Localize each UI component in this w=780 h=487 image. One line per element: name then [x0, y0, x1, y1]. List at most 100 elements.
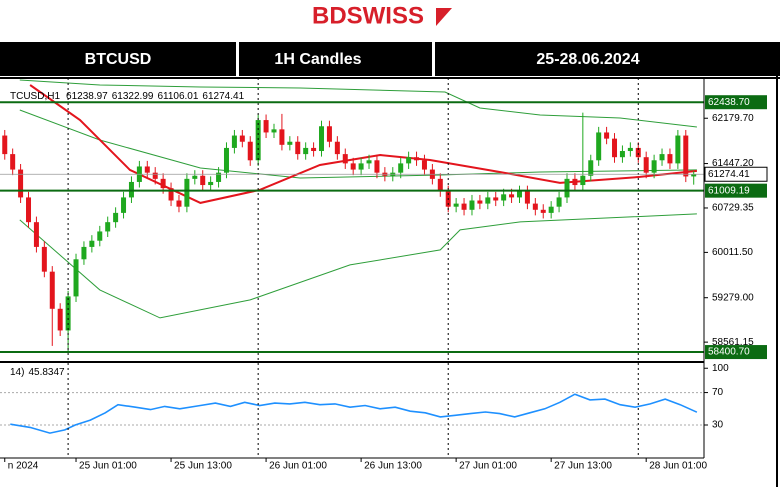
main-panel — [2, 79, 698, 353]
candle-body — [588, 160, 594, 176]
candle-body — [651, 160, 657, 173]
candle-body — [619, 151, 625, 158]
plot: 62179.70 61447.20 60729.35 60011.50 59279.00… — [0, 78, 768, 472]
ohlc-low: 61106.01 — [157, 91, 198, 102]
candle-body — [675, 135, 681, 164]
candle-body — [524, 191, 530, 204]
candle-body — [635, 147, 641, 158]
symbol: TCUSD,H1 — [10, 91, 60, 102]
candle-body — [453, 203, 459, 207]
candle-body — [374, 160, 380, 173]
ohlc-high: 61322.99 — [112, 91, 154, 102]
level-label: 61009.19 — [708, 185, 750, 196]
candle-body — [287, 141, 293, 145]
logo-icon — [436, 8, 452, 26]
y-tick-label: 70 — [712, 387, 724, 398]
candle-body — [604, 132, 610, 139]
candle-body — [366, 160, 372, 164]
candle-body — [358, 163, 364, 170]
candle-body — [659, 154, 665, 161]
y-tick-label: 60011.50 — [712, 247, 753, 258]
candle-body — [113, 212, 119, 223]
candle-body — [192, 175, 198, 179]
candle-body — [612, 138, 618, 158]
level-box — [705, 345, 767, 360]
candle-body — [493, 197, 499, 201]
x-tick-label: 26 Jun 01:00 — [269, 461, 327, 472]
bollinger-band — [19, 79, 697, 128]
candle-body — [596, 132, 602, 161]
logo: BDSWISS — [312, 2, 452, 29]
header-item: 1H Candles — [274, 51, 361, 68]
candle-body — [41, 246, 47, 272]
ohlc-close: 61274.41 — [202, 91, 244, 102]
candle-body — [160, 178, 166, 189]
candle-body — [168, 188, 174, 201]
candle-body — [398, 163, 404, 173]
y-tick-label: 59279.00 — [712, 292, 754, 303]
candle-body — [501, 194, 507, 201]
candle-body — [485, 197, 491, 204]
candle-body — [326, 126, 332, 142]
candle-body — [49, 271, 55, 309]
x-tick-label: 28 Jun 01:00 — [649, 461, 707, 472]
rsi-caption: 14) 45.8347 — [10, 367, 65, 378]
candle-body — [57, 308, 63, 331]
candle-body — [406, 157, 412, 164]
rsi-label: 14) — [10, 367, 24, 378]
level-label: 62438.70 — [708, 97, 750, 108]
candle-body — [564, 178, 570, 198]
candle-body — [548, 206, 554, 213]
candle-body — [223, 147, 229, 173]
candle-body — [691, 174, 697, 177]
rsi-panel — [0, 392, 704, 434]
x-tick-label: 25 Jun 01:00 — [79, 461, 137, 472]
candle-body — [216, 172, 222, 182]
candle-body — [231, 135, 237, 148]
ohlc-open: 61238.97 — [66, 91, 108, 102]
candle-body — [311, 147, 317, 152]
candle-body — [271, 129, 277, 133]
candle-body — [572, 178, 578, 186]
candle-body — [152, 172, 158, 179]
candle-body — [667, 154, 673, 164]
x-tick-label: 26 Jun 13:00 — [364, 461, 422, 472]
candle-body — [89, 240, 95, 247]
candle-body — [200, 175, 206, 186]
candle-body — [263, 120, 269, 133]
chart-caption: TCUSD,H1 61238.97 61322.99 61106.01 61274.41 — [10, 91, 245, 102]
candle-body — [627, 147, 633, 152]
x-tick-label: n 2024 — [8, 461, 39, 472]
candle-body — [295, 141, 301, 155]
last-price-box — [704, 166, 768, 182]
rsi-value: 45.8347 — [28, 367, 65, 378]
y-tick-label: 62179.70 — [712, 113, 754, 124]
candle-body — [516, 191, 522, 198]
candle-body — [239, 135, 245, 142]
candle-body — [184, 178, 190, 207]
header-divider — [432, 42, 435, 76]
candle-body — [10, 154, 16, 170]
x-tick-label: 27 Jun 01:00 — [459, 461, 517, 472]
candle-body — [105, 222, 111, 232]
candle-body — [176, 200, 182, 207]
candle-body — [556, 197, 562, 207]
level-box — [705, 183, 767, 198]
candle-body — [414, 157, 420, 161]
candle-body — [509, 194, 515, 198]
x-tick-label: 27 Jun 13:00 — [554, 461, 612, 472]
candle-body — [18, 169, 24, 198]
header-divider — [236, 42, 239, 76]
candle-body — [350, 163, 356, 170]
candle-body — [421, 160, 427, 170]
y-tick-label: 100 — [712, 363, 729, 374]
header-bar — [0, 42, 780, 76]
candle-body — [33, 222, 39, 247]
candle-body — [342, 154, 348, 164]
y-tick-label: 58561.15 — [712, 337, 754, 348]
candle-body — [73, 259, 79, 297]
header-item: 25-28.06.2024 — [536, 51, 639, 68]
bollinger-band — [19, 213, 697, 319]
y-tick-label: 60729.35 — [712, 203, 754, 214]
